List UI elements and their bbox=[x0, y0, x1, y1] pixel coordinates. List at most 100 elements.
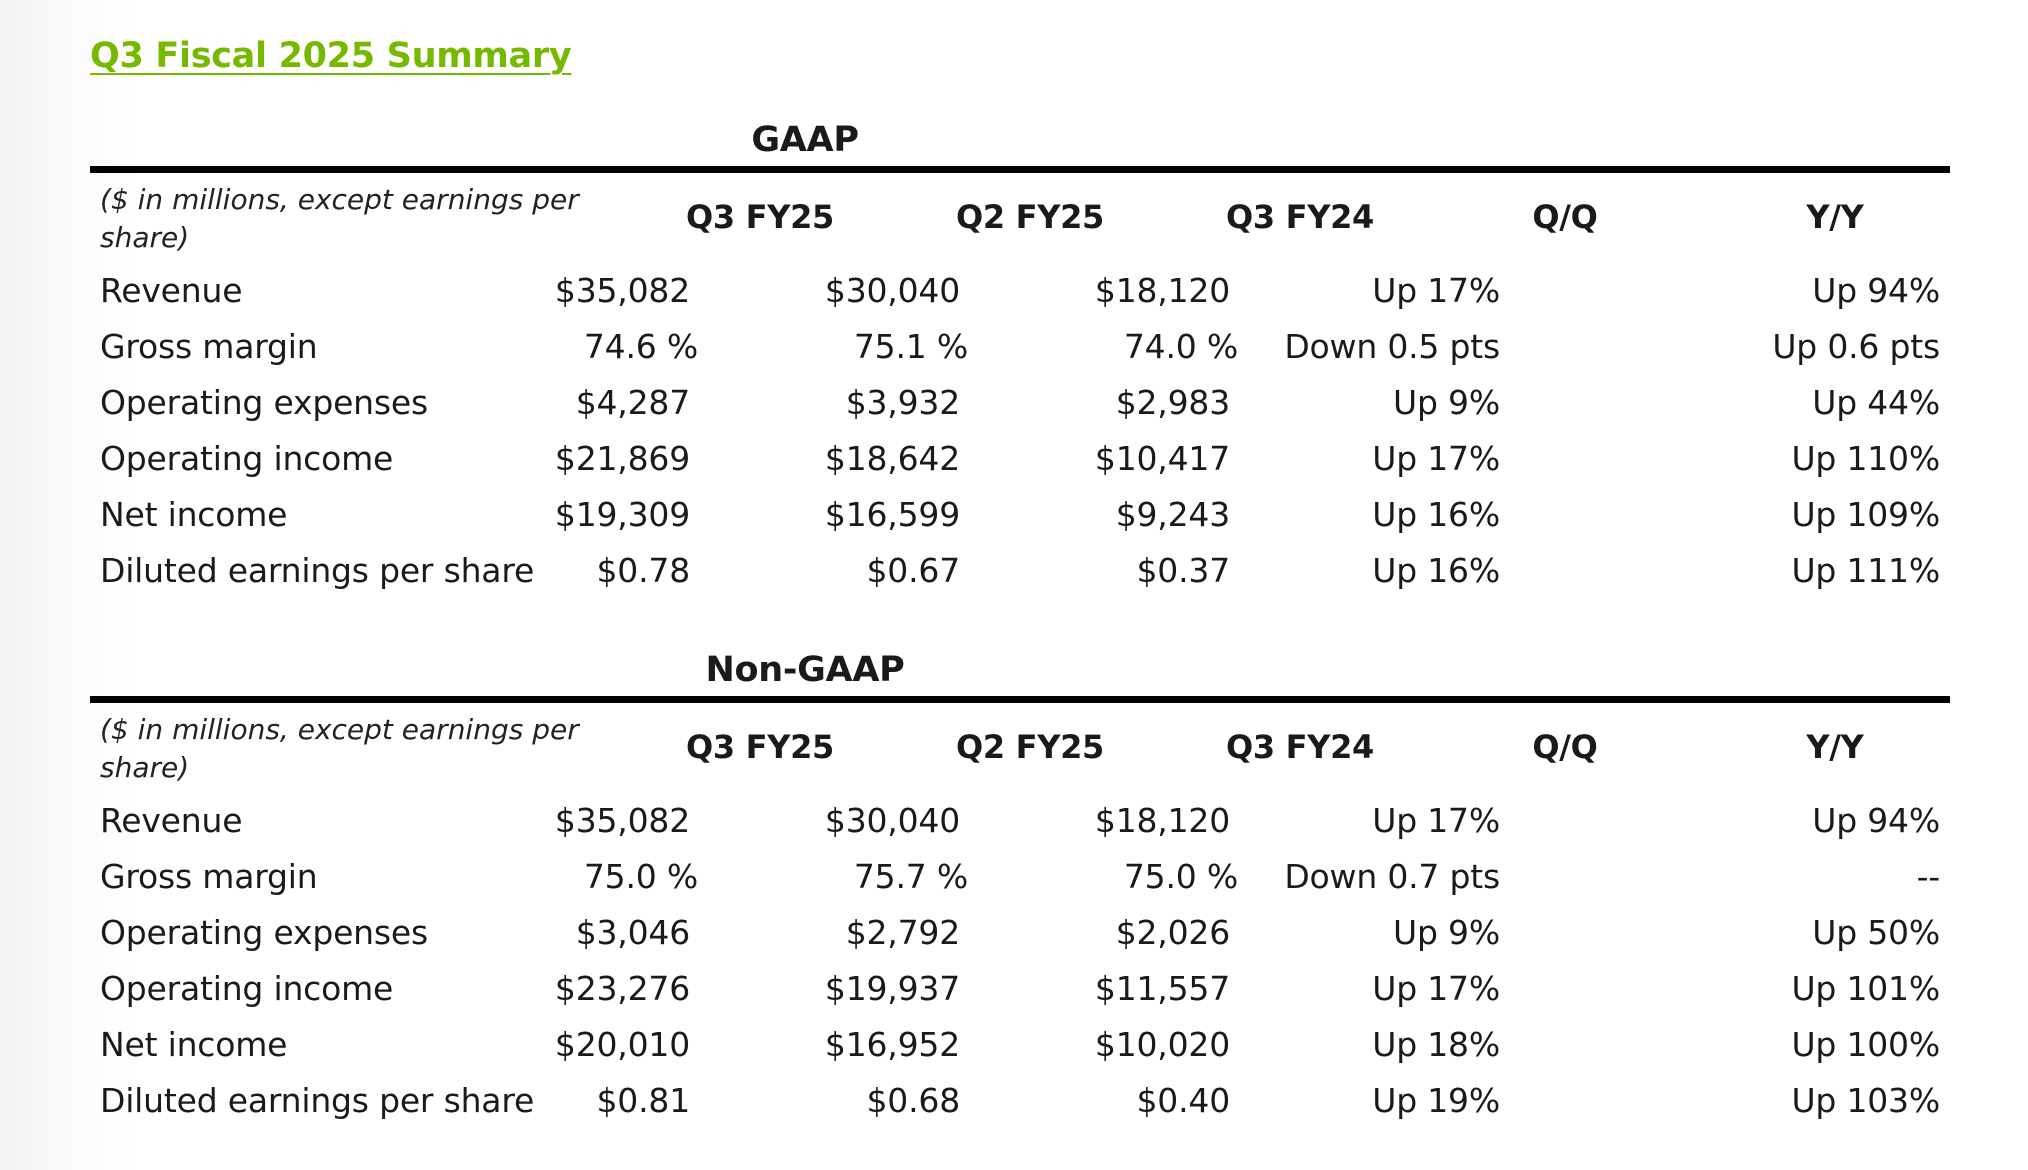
cell-qoq: Up 17% bbox=[1372, 801, 1500, 840]
non-gaap-col-yoy: Y/Y bbox=[1806, 728, 1864, 766]
cell-yoy: Up 101% bbox=[1791, 969, 1940, 1008]
cell-q3fy24: $10,020 bbox=[1094, 1025, 1230, 1064]
non-gaap-row-net-income: Net income $20,010 $16,952 $10,020 Up 18… bbox=[90, 1017, 1950, 1073]
cell-q3fy25: $23,276 bbox=[554, 969, 690, 1008]
row-label: Operating expenses bbox=[100, 383, 428, 422]
gaap-col-q2fy25: Q2 FY25 bbox=[955, 198, 1105, 236]
cell-q3fy24: $2,983 bbox=[1115, 383, 1230, 422]
cell-q2fy25: $0.68 bbox=[866, 1081, 961, 1120]
cell-qoq: Up 17% bbox=[1372, 271, 1500, 310]
cell-q3fy25: 75.0 % bbox=[583, 857, 698, 896]
gaap-col-q3fy25: Q3 FY25 bbox=[685, 198, 835, 236]
cell-q3fy25: $3,046 bbox=[575, 913, 690, 952]
cell-qoq: Up 17% bbox=[1372, 439, 1500, 478]
cell-yoy: Up 103% bbox=[1791, 1081, 1940, 1120]
cell-yoy: Up 110% bbox=[1791, 439, 1940, 478]
cell-q3fy24: $0.37 bbox=[1136, 551, 1231, 590]
row-label: Net income bbox=[100, 495, 288, 534]
non-gaap-row-revenue: Revenue $35,082 $30,040 $18,120 Up 17% U… bbox=[90, 793, 1950, 849]
cell-q3fy24: $18,120 bbox=[1094, 801, 1230, 840]
cell-q3fy24: $10,417 bbox=[1094, 439, 1230, 478]
cell-q2fy25: $0.67 bbox=[866, 551, 961, 590]
cell-q3fy24: $18,120 bbox=[1094, 271, 1230, 310]
cell-q2fy25: $16,599 bbox=[824, 495, 960, 534]
row-label: Operating expenses bbox=[100, 913, 428, 952]
gaap-section-title: GAAP bbox=[751, 120, 859, 160]
non-gaap-col-qoq: Q/Q bbox=[1532, 728, 1598, 766]
row-label: Gross margin bbox=[100, 327, 318, 366]
cell-q3fy24: $9,243 bbox=[1115, 495, 1230, 534]
gaap-row-revenue: Revenue $35,082 $30,040 $18,120 Up 17% U… bbox=[90, 263, 1950, 319]
cell-qoq: Up 16% bbox=[1372, 551, 1500, 590]
non-gaap-row-operating-expenses: Operating expenses $3,046 $2,792 $2,026 … bbox=[90, 905, 1950, 961]
row-label: Diluted earnings per share bbox=[100, 551, 535, 590]
cell-yoy: Up 50% bbox=[1812, 913, 1940, 952]
cell-q2fy25: $2,792 bbox=[845, 913, 960, 952]
cell-yoy: Up 100% bbox=[1791, 1025, 1940, 1064]
non-gaap-col-q3fy25: Q3 FY25 bbox=[685, 728, 835, 766]
cell-qoq: Up 17% bbox=[1372, 969, 1500, 1008]
cell-q3fy24: 74.0 % bbox=[1123, 327, 1238, 366]
non-gaap-section-title: Non-GAAP bbox=[705, 650, 905, 690]
cell-q3fy25: $0.81 bbox=[596, 1081, 691, 1120]
gaap-row-operating-income: Operating income $21,869 $18,642 $10,417… bbox=[90, 431, 1950, 487]
gaap-units-note: ($ in millions, except earnings per shar… bbox=[100, 181, 600, 257]
non-gaap-row-operating-income: Operating income $23,276 $19,937 $11,557… bbox=[90, 961, 1950, 1017]
cell-yoy: Up 111% bbox=[1791, 551, 1940, 590]
cell-q2fy25: $30,040 bbox=[824, 801, 960, 840]
cell-q3fy24: 75.0 % bbox=[1123, 857, 1238, 896]
gaap-col-q3fy24: Q3 FY24 bbox=[1225, 198, 1375, 236]
cell-yoy: -- bbox=[1916, 857, 1941, 896]
gaap-col-yoy: Y/Y bbox=[1806, 198, 1864, 236]
cell-yoy: Up 44% bbox=[1812, 383, 1940, 422]
row-label: Net income bbox=[100, 1025, 288, 1064]
cell-qoq: Up 18% bbox=[1372, 1025, 1500, 1064]
gaap-row-diluted-eps: Diluted earnings per share $0.78 $0.67 $… bbox=[90, 543, 1950, 599]
cell-q3fy24: $0.40 bbox=[1136, 1081, 1231, 1120]
cell-q2fy25: 75.7 % bbox=[853, 857, 968, 896]
non-gaap-units-note-line2: share) bbox=[100, 751, 190, 784]
row-label: Revenue bbox=[100, 271, 243, 310]
row-label: Gross margin bbox=[100, 857, 318, 896]
non-gaap-col-q3fy24: Q3 FY24 bbox=[1225, 728, 1375, 766]
row-label: Operating income bbox=[100, 969, 394, 1008]
cell-q3fy25: $4,287 bbox=[575, 383, 690, 422]
cell-qoq: Up 16% bbox=[1372, 495, 1500, 534]
cell-yoy: Up 94% bbox=[1812, 801, 1940, 840]
non-gaap-units-note-line1: ($ in millions, except earnings per bbox=[100, 713, 579, 746]
non-gaap-col-q2fy25: Q2 FY25 bbox=[955, 728, 1105, 766]
cell-q2fy25: $19,937 bbox=[824, 969, 960, 1008]
cell-q3fy25: 74.6 % bbox=[583, 327, 698, 366]
gaap-section: GAAP ($ in millions, except earnings per… bbox=[90, 118, 1950, 599]
gaap-row-net-income: Net income $19,309 $16,599 $9,243 Up 16%… bbox=[90, 487, 1950, 543]
cell-q3fy25: $35,082 bbox=[554, 271, 690, 310]
cell-q3fy25: $35,082 bbox=[554, 801, 690, 840]
cell-q3fy25: $21,869 bbox=[554, 439, 690, 478]
cell-qoq: Up 9% bbox=[1393, 383, 1500, 422]
cell-q2fy25: $3,932 bbox=[845, 383, 960, 422]
cell-q2fy25: $16,952 bbox=[824, 1025, 960, 1064]
non-gaap-row-gross-margin: Gross margin 75.0 % 75.7 % 75.0 % Down 0… bbox=[90, 849, 1950, 905]
page-title[interactable]: Q3 Fiscal 2025 Summary bbox=[90, 36, 572, 76]
row-label: Diluted earnings per share bbox=[100, 1081, 535, 1120]
gaap-row-gross-margin: Gross margin 74.6 % 75.1 % 74.0 % Down 0… bbox=[90, 319, 1950, 375]
cell-q3fy25: $20,010 bbox=[554, 1025, 690, 1064]
cell-q2fy25: $30,040 bbox=[824, 271, 960, 310]
gaap-units-note-line1: ($ in millions, except earnings per bbox=[100, 183, 579, 216]
cell-q2fy25: 75.1 % bbox=[853, 327, 968, 366]
cell-qoq: Down 0.7 pts bbox=[1284, 857, 1500, 896]
non-gaap-units-note: ($ in millions, except earnings per shar… bbox=[100, 711, 600, 787]
cell-qoq: Down 0.5 pts bbox=[1284, 327, 1500, 366]
cell-yoy: Up 0.6 pts bbox=[1772, 327, 1940, 366]
gaap-header-rule bbox=[90, 166, 1950, 173]
gaap-col-qoq: Q/Q bbox=[1532, 198, 1598, 236]
gaap-row-operating-expenses: Operating expenses $4,287 $3,932 $2,983 … bbox=[90, 375, 1950, 431]
cell-q3fy25: $0.78 bbox=[596, 551, 691, 590]
row-label: Operating income bbox=[100, 439, 394, 478]
cell-yoy: Up 109% bbox=[1791, 495, 1940, 534]
non-gaap-header-row: ($ in millions, except earnings per shar… bbox=[90, 703, 1950, 793]
non-gaap-row-diluted-eps: Diluted earnings per share $0.81 $0.68 $… bbox=[90, 1073, 1950, 1129]
cell-qoq: Up 9% bbox=[1393, 913, 1500, 952]
gaap-units-note-line2: share) bbox=[100, 221, 190, 254]
non-gaap-section: Non-GAAP ($ in millions, except earnings… bbox=[90, 648, 1950, 1129]
